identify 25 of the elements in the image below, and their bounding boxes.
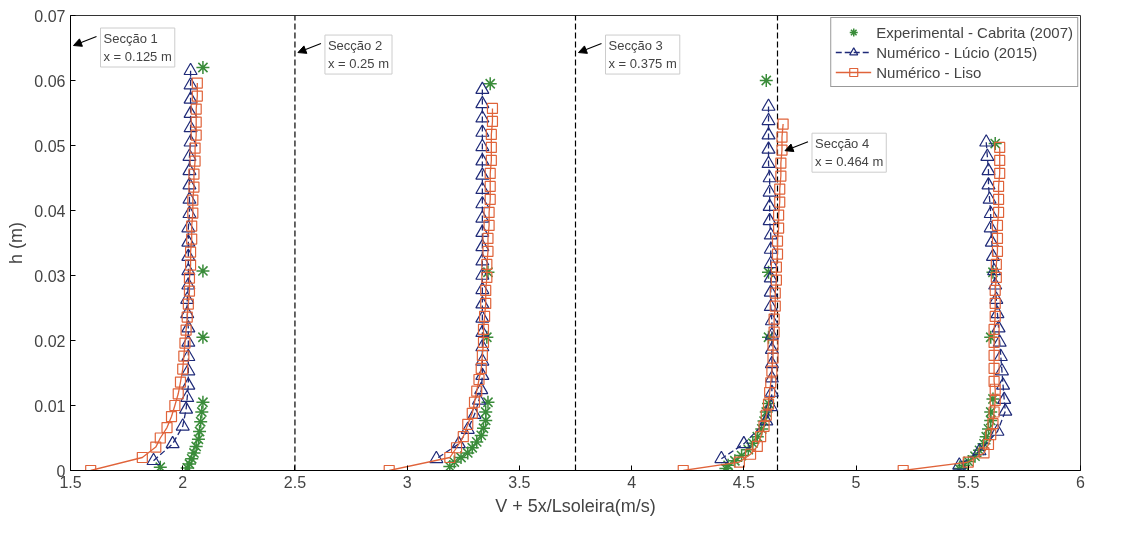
legend-label: Numérico - Lúcio (2015) <box>876 43 1038 61</box>
x-tick-label: 5 <box>851 473 861 491</box>
x-tick-label: 3.5 <box>508 473 531 491</box>
y-tick-label: 0.06 <box>34 72 66 90</box>
legend-label: Experimental - Cabrita (2007) <box>876 23 1073 41</box>
annotation: Secção 1 x = 0.125 m <box>103 31 172 64</box>
annotation: Secção 3 x = 0.375 m <box>608 38 677 72</box>
x-tick-label: 3 <box>402 473 412 491</box>
x-tick-label: 2.5 <box>283 473 307 491</box>
x-axis-title: V + 5x/Lsoleira(m/s) <box>495 495 656 516</box>
y-tick-label: 0.02 <box>34 332 66 350</box>
annotation: Secção 2 x = 0.25 m <box>327 38 390 72</box>
x-tick-label: 4 <box>627 473 637 491</box>
y-tick-label: 0.04 <box>34 202 66 220</box>
y-tick-label: 0.01 <box>34 397 66 415</box>
legend-label: Numérico - Liso <box>876 63 982 81</box>
y-tick-label: 0.07 <box>34 7 66 25</box>
y-tick-label: 0.03 <box>34 267 66 285</box>
x-tick-label: 5.5 <box>957 473 980 491</box>
x-tick-label: 4.5 <box>732 473 756 491</box>
annotation: Secção 4 x = 0.464 m <box>814 136 884 170</box>
y-axis-title: h (m) <box>6 222 27 264</box>
y-tick-label: 0.05 <box>34 137 66 155</box>
x-tick-label: 2 <box>178 473 188 491</box>
x-tick-label: 6 <box>1076 473 1086 491</box>
